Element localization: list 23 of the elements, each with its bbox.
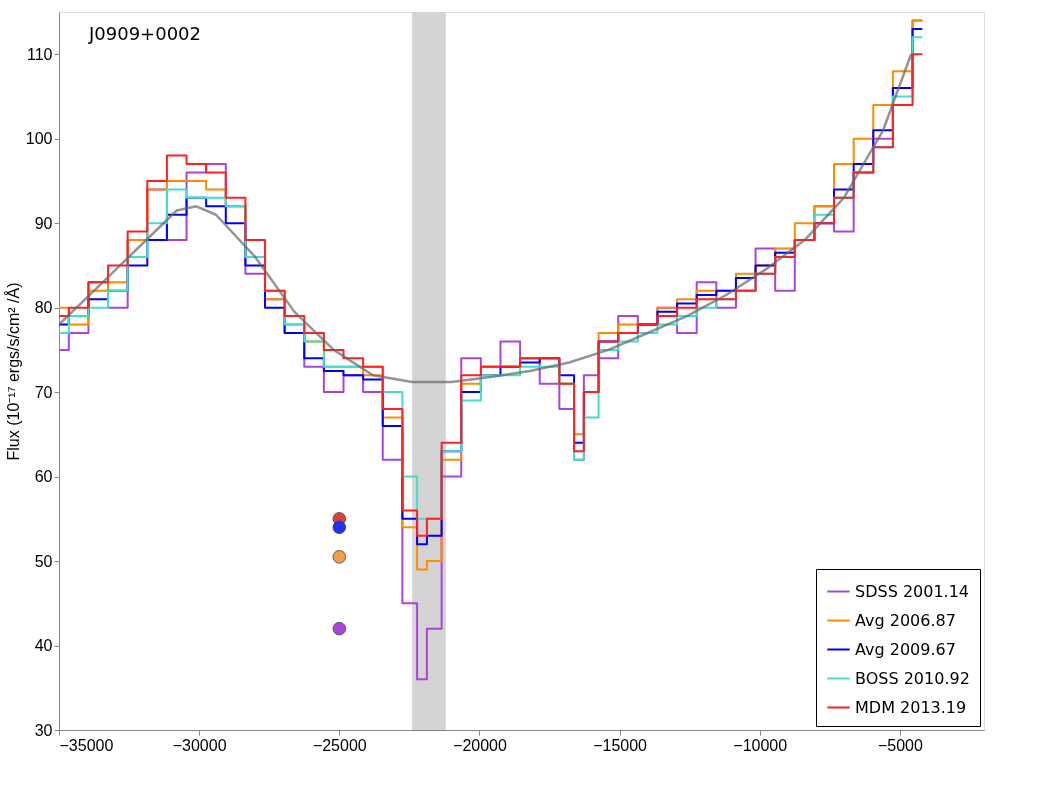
y-axis-title: Flux (10⁻¹⁷ ergs/s/cm² /Å) — [3, 282, 22, 461]
x-tick-label: −5000 — [877, 736, 923, 754]
legend-label: BOSS 2010.92 — [855, 668, 970, 688]
x-tick-label: −30000 — [172, 736, 227, 754]
y-tick-label: 40 — [34, 637, 53, 655]
x-tick-label: −15000 — [593, 736, 648, 754]
x-tick-label: −25000 — [312, 736, 367, 754]
y-tick-label: 110 — [26, 45, 53, 63]
legend-label: Avg 2009.67 — [855, 639, 956, 659]
y-tick-label: 100 — [25, 130, 53, 148]
x-tick-label: −20000 — [453, 736, 507, 754]
x-tick-label: −10000 — [733, 736, 788, 754]
y-tick-label: 70 — [34, 383, 53, 401]
legend-label: Avg 2006.87 — [855, 610, 956, 630]
y-tick-label: 50 — [34, 552, 53, 570]
legend-label: MDM 2013.19 — [855, 697, 967, 717]
y-tick-label: 90 — [34, 214, 53, 232]
y-tick-label: 80 — [34, 299, 53, 317]
annotation: J0909+0002 — [88, 23, 202, 44]
y-tick-label: 30 — [34, 721, 53, 739]
y-tick-label: 60 — [34, 468, 53, 486]
x-tick-label: −35000 — [59, 736, 114, 754]
legend-label: SDSS 2001.14 — [855, 581, 970, 601]
